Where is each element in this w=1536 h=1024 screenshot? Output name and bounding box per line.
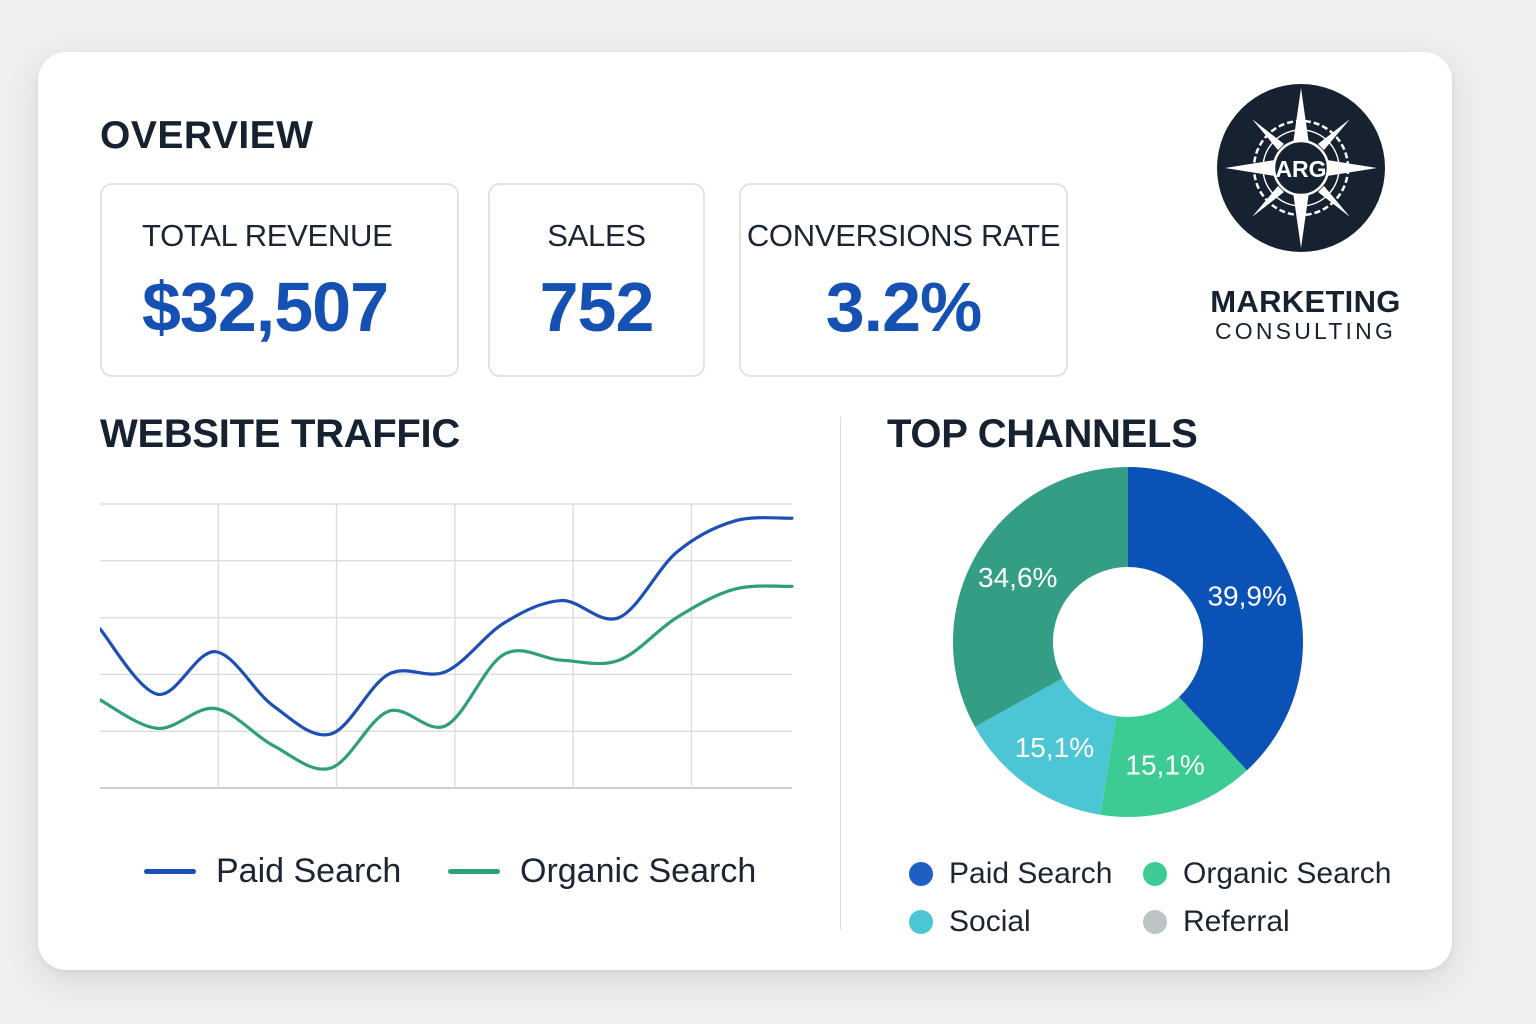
legend-dot — [909, 862, 933, 886]
overview-title: OVERVIEW — [100, 114, 314, 157]
slice-label: 15,1% — [1015, 732, 1094, 763]
series-line-paid-search — [100, 516, 794, 737]
kpi-total-revenue: TOTAL REVENUE $32,507 — [100, 183, 459, 377]
kpi-label: CONVERSIONS RATE — [746, 218, 1061, 253]
kpi-value: $32,507 — [142, 268, 389, 346]
brand-name: MARKETING — [1210, 284, 1401, 319]
donut-slice — [1100, 697, 1247, 817]
kpi-label: SALES — [547, 218, 646, 253]
pie-legend-paid-search: Paid Search — [909, 857, 1112, 891]
legend-dot — [1143, 910, 1167, 934]
dashboard-card: OVERVIEW TOTAL REVENUE $32,507 SALES 752… — [38, 52, 1452, 970]
brand-tagline: CONSULTING — [1214, 318, 1397, 344]
legend-paid-search: Paid Search — [144, 852, 401, 891]
donut-slice — [1128, 467, 1303, 771]
legend-label: Referral — [1183, 905, 1290, 938]
organic-search-swatch — [448, 869, 500, 874]
traffic-title: WEBSITE TRAFFIC — [100, 412, 460, 456]
legend-dot — [909, 910, 933, 934]
slice-label: 15,1% — [1125, 750, 1204, 781]
donut-slice — [974, 678, 1117, 815]
series-line-organic-search — [100, 584, 794, 771]
donut-slice — [953, 467, 1128, 727]
kpi-conversion-rate: CONVERSIONS RATE 3.2% — [739, 183, 1068, 377]
pie-legend-social: Social — [909, 905, 1031, 939]
slice-label: 39,9% — [1207, 580, 1286, 611]
channels-donut-chart: 39,9% 15,1% 15,1% 34,6% — [953, 467, 1303, 817]
pie-legend-organic-search: Organic Search — [1143, 857, 1391, 891]
kpi-value: 3.2% — [825, 268, 983, 346]
logo-text: ARG — [1275, 156, 1326, 182]
section-divider — [840, 417, 841, 930]
pie-legend-referral: Referral — [1143, 905, 1290, 939]
paid-search-swatch — [144, 869, 196, 874]
kpi-value: 752 — [539, 268, 655, 346]
legend-label: Social — [949, 905, 1031, 938]
legend-label: Organic Search — [1183, 857, 1392, 890]
legend-label: Paid Search — [216, 852, 402, 890]
slice-label: 34,6% — [978, 562, 1057, 593]
legend-organic-search: Organic Search — [448, 852, 756, 891]
traffic-line-chart — [100, 503, 794, 789]
kpi-label: TOTAL REVENUE — [142, 218, 393, 253]
legend-label: Organic Search — [520, 852, 757, 890]
legend-dot — [1143, 862, 1167, 886]
channels-title: TOP CHANNELS — [887, 412, 1198, 456]
compass-icon: ARG — [1217, 84, 1385, 252]
legend-label: Paid Search — [949, 857, 1113, 890]
kpi-sales: SALES 752 — [488, 183, 705, 377]
